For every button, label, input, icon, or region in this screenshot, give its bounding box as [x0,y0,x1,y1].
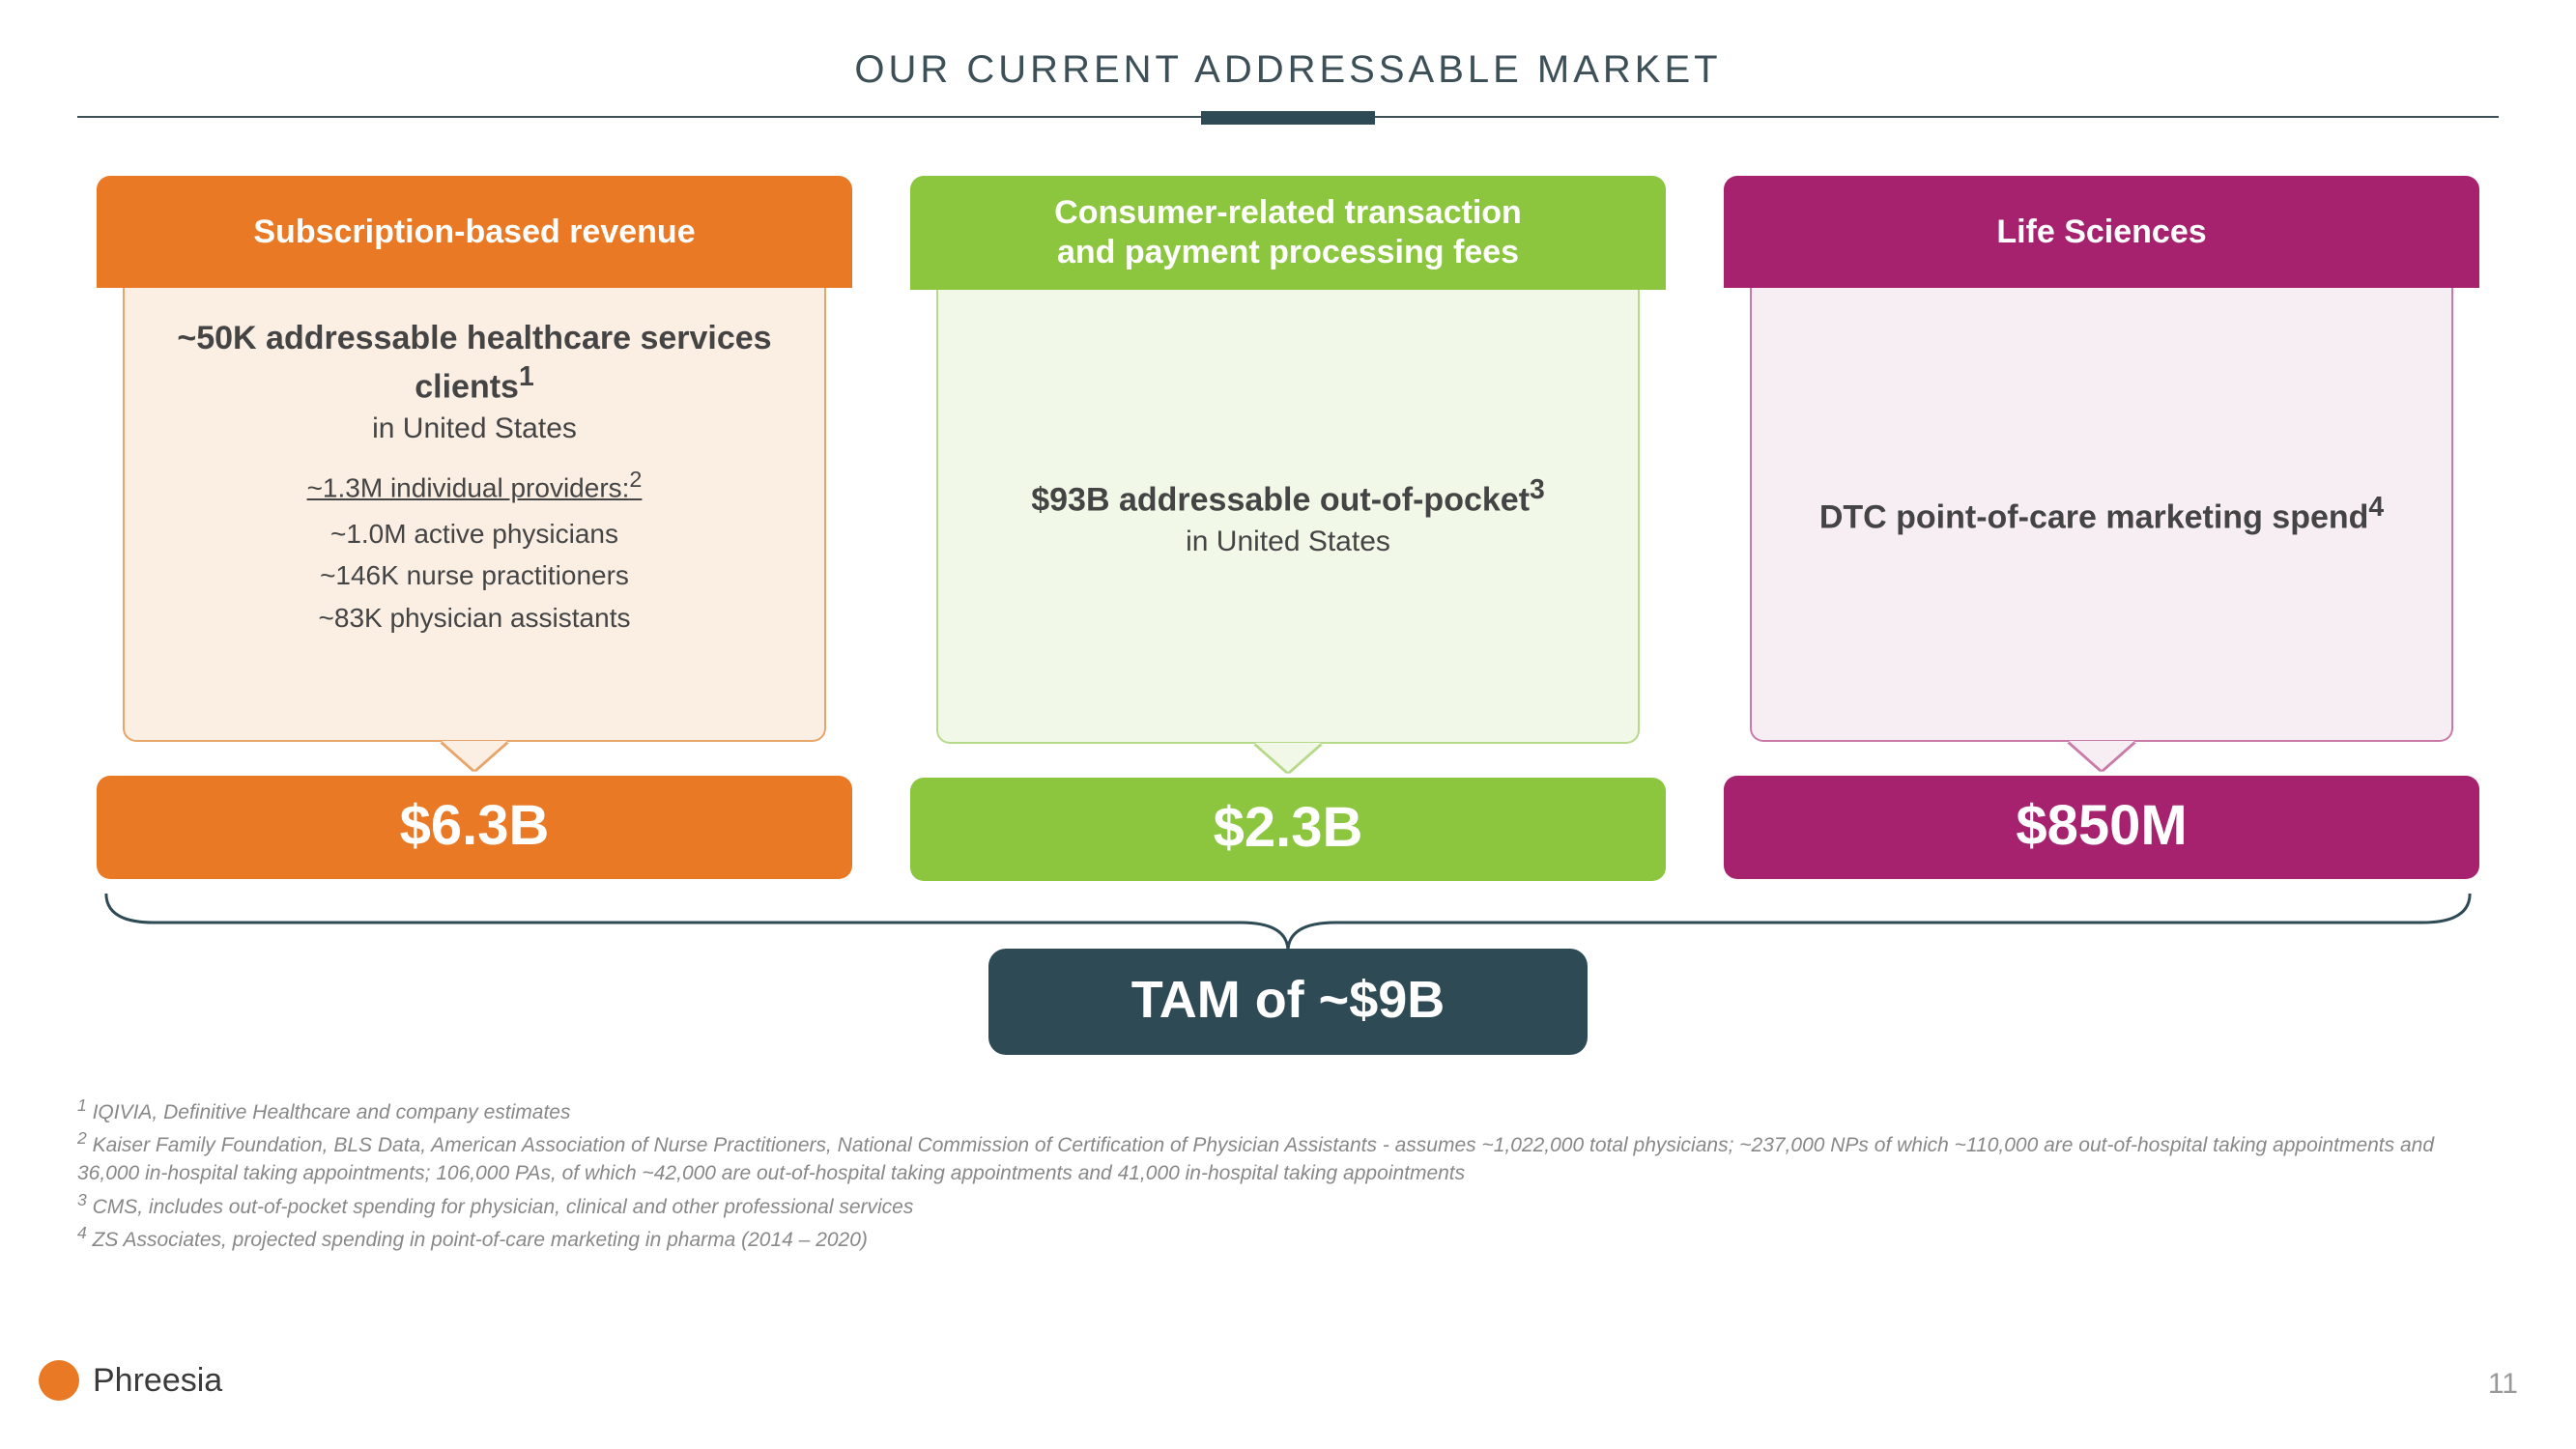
providers-title-sup: 2 [629,467,642,492]
headline-text: ~50K addressable healthcare services cli… [177,320,771,406]
brand-dot-icon [39,1360,79,1401]
header-text: Subscription-based revenue [253,213,695,252]
card-transaction: Consumer-related transaction and payment… [910,176,1666,881]
pointer-icon [2069,741,2134,770]
sub: in United States [372,412,577,445]
footnote: 3 CMS, includes out-of-pocket spending f… [77,1188,2499,1221]
footnote-text: ZS Associates, projected spending in poi… [93,1229,868,1251]
header-text-line1: Consumer-related transaction [1054,193,1522,233]
footnote: 1 IQIVIA, Definitive Healthcare and comp… [77,1094,2499,1126]
pointer-icon [1255,743,1321,772]
providers-list: ~1.0M active physicians ~146K nurse prac… [319,513,631,639]
page-number: 11 [2488,1368,2518,1401]
headline-sup: 1 [519,361,534,392]
card-body-lifesciences: DTC point-of-care marketing spend4 [1750,288,2452,742]
pointer-icon [442,741,507,770]
footnotes: 1 IQIVIA, Definitive Healthcare and comp… [77,1094,2499,1255]
tam-pill: TAM of ~$9B [988,949,1588,1055]
brand-name: Phreesia [93,1362,222,1400]
providers-title: ~1.3M individual providers:2 [307,467,643,503]
card-body-transaction: $93B addressable out-of-pocket3 in Unite… [936,290,1639,744]
provider-item: ~146K nurse practitioners [319,554,631,596]
provider-item: ~83K physician assistants [319,597,631,639]
cards-row: Subscription-based revenue ~50K addressa… [77,176,2499,881]
card-subscription: Subscription-based revenue ~50K addressa… [97,176,852,881]
footnote-num: 1 [77,1095,87,1115]
header-text-line2: and payment processing fees [1057,233,1519,272]
title-accent [1201,111,1375,125]
footnote-num: 4 [77,1223,87,1242]
title-rule [77,116,2499,118]
footnote: 2 Kaiser Family Foundation, BLS Data, Am… [77,1126,2499,1188]
value-pill-subscription: $6.3B [97,776,852,879]
providers-title-text: ~1.3M individual providers: [307,472,630,502]
footnote: 4 ZS Associates, projected spending in p… [77,1221,2499,1254]
footnote-text: IQIVIA, Definitive Healthcare and compan… [93,1101,571,1123]
card-header-subscription: Subscription-based revenue [97,176,852,288]
headline: DTC point-of-care marketing spend4 [1819,490,2384,539]
brand: Phreesia [39,1360,222,1401]
card-header-lifesciences: Life Sciences [1724,176,2479,288]
slide-title: OUR CURRENT ADDRESSABLE MARKET [77,48,2499,92]
footnote-text: CMS, includes out-of-pocket spending for… [93,1196,914,1218]
headline-sup: 4 [2368,492,2384,523]
value-pill-transaction: $2.3B [910,778,1666,881]
card-header-transaction: Consumer-related transaction and payment… [910,176,1666,290]
footnote-text: Kaiser Family Foundation, BLS Data, Amer… [77,1134,2434,1184]
provider-item: ~1.0M active physicians [319,513,631,554]
footnote-num: 3 [77,1190,87,1209]
sub: in United States [1186,526,1390,558]
brace [97,889,2479,956]
headline-sup: 3 [1530,474,1545,505]
header-text: Life Sciences [1996,213,2206,252]
headline: ~50K addressable healthcare services cli… [163,317,785,409]
headline: $93B addressable out-of-pocket3 [1031,472,1545,522]
value-pill-lifesciences: $850M [1724,776,2479,879]
headline-text: DTC point-of-care marketing spend [1819,498,2369,535]
card-lifesciences: Life Sciences DTC point-of-care marketin… [1724,176,2479,881]
footnote-num: 2 [77,1128,87,1148]
headline-text: $93B addressable out-of-pocket [1031,482,1530,519]
card-body-subscription: ~50K addressable healthcare services cli… [123,288,825,742]
